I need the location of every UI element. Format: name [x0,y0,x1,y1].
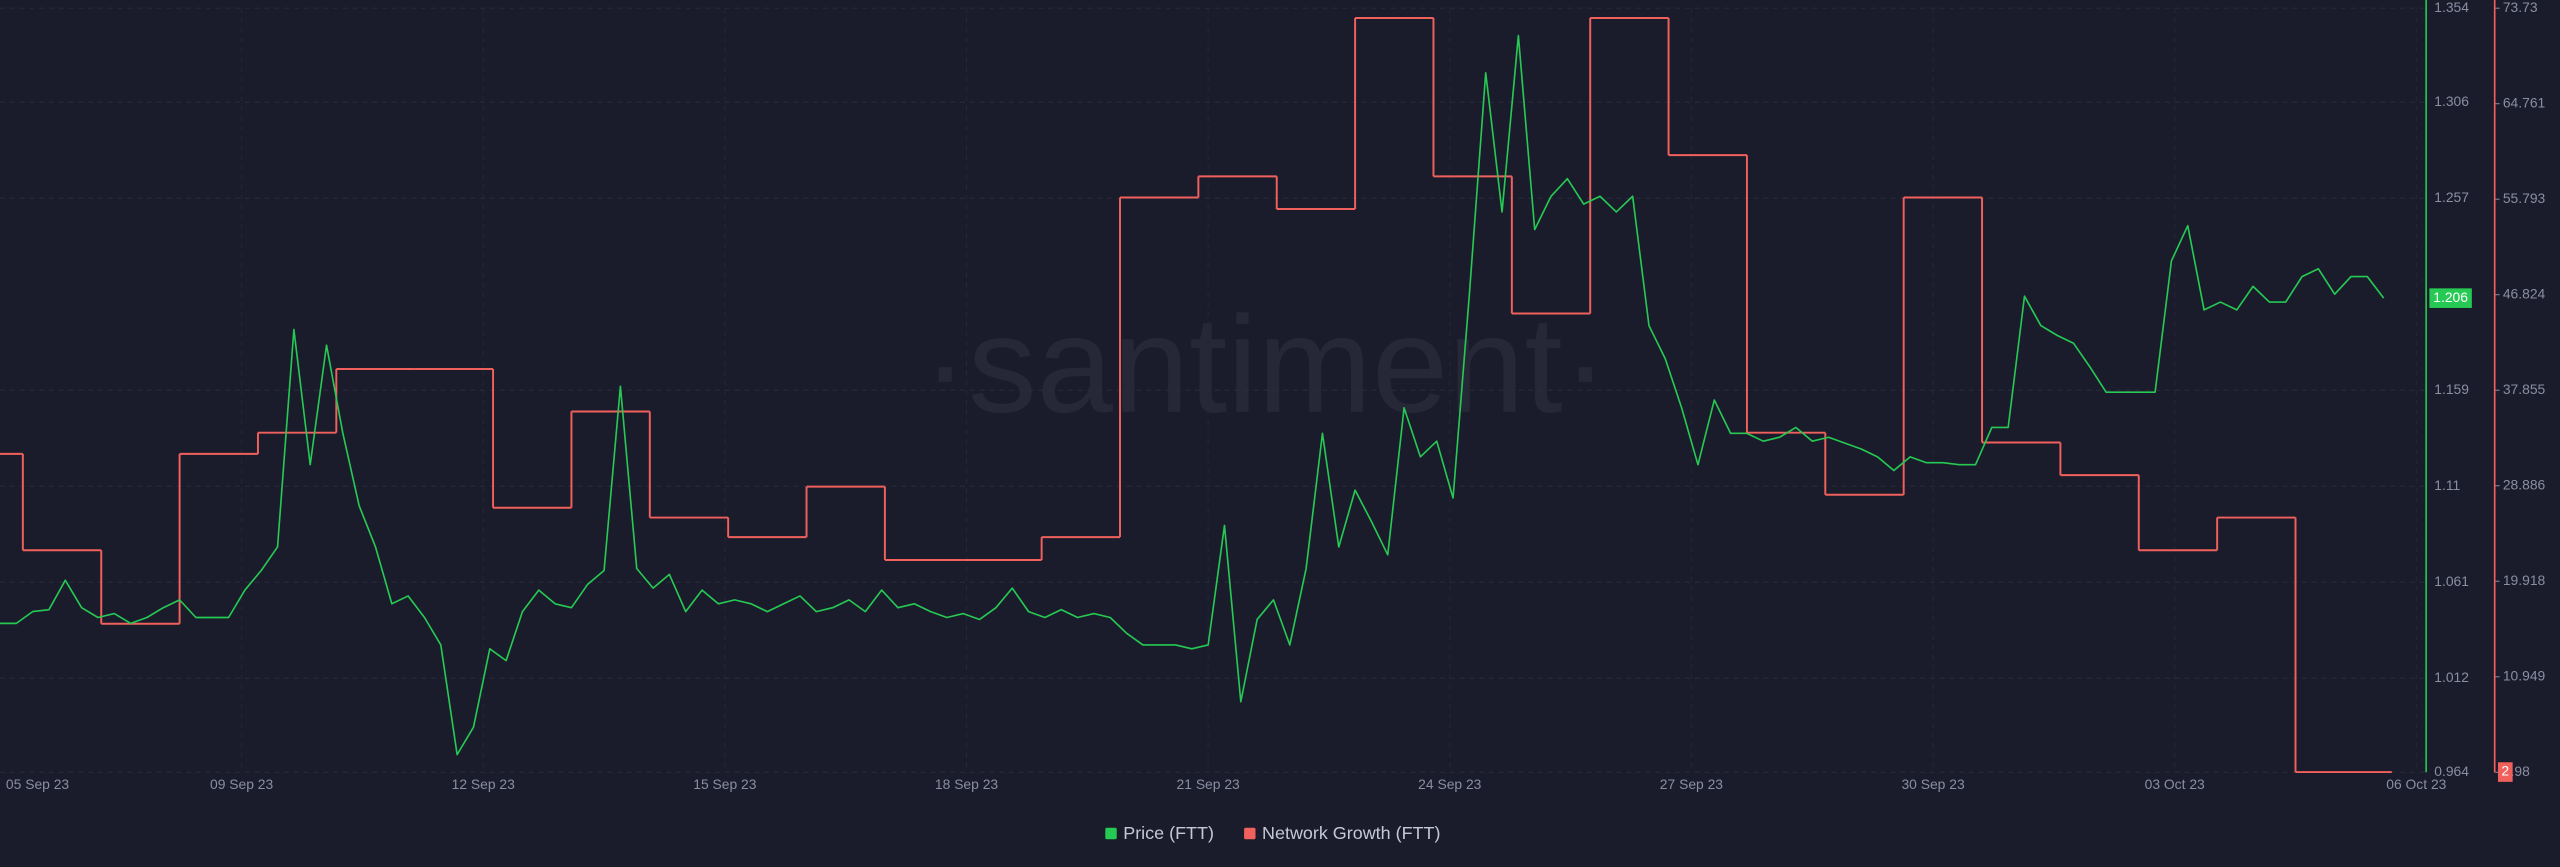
x-tick-label: 06 Oct 23 [2386,776,2446,792]
x-tick-label: 18 Sep 23 [935,776,998,792]
x-tick-label: 15 Sep 23 [693,776,756,792]
y-tick-label: 1.306 [2434,93,2469,109]
y2-tick-label: 55.793 [2503,190,2546,206]
y2-tick-label: 10.949 [2503,667,2546,683]
y2-tick-label: 46.824 [2503,285,2546,301]
x-tick-label: 09 Sep 23 [210,776,273,792]
x-tick-label: 27 Sep 23 [1660,776,1723,792]
legend-label: Price (FTT) [1123,823,1214,843]
y-tick-label: 1.012 [2434,669,2469,685]
x-tick-label: 05 Sep 23 [6,776,69,792]
y2-tick-label: 37.855 [2503,381,2546,397]
y-tick-label: 1.257 [2434,189,2469,205]
x-tick-label: 03 Oct 23 [2145,776,2205,792]
current-value-tag [2497,762,2513,782]
y-tick-label: 1.11 [2434,477,2460,493]
y2-tick-label: 28.886 [2503,476,2546,492]
legend-swatch [1244,827,1256,840]
current-value-label: 2 [2501,763,2509,779]
x-tick-label: 24 Sep 23 [1418,776,1481,792]
current-value-tag [2429,288,2472,308]
watermark: ·santiment· [922,289,1608,442]
legend-label: Network Growth (FTT) [1262,823,1440,843]
current-value-label: 1.206 [2433,289,2468,305]
y-tick-label: 0.964 [2434,763,2469,779]
legend-swatch [1105,827,1117,840]
y-tick-label: 1.061 [2434,573,2469,589]
y-tick-label: 1.354 [2434,0,2469,15]
price-line [0,34,2385,756]
y-tick-label: 1.159 [2434,381,2469,397]
y2-tick-label: 64.761 [2503,94,2546,110]
x-tick-label: 12 Sep 23 [452,776,515,792]
y2-tick-label: 73.73 [2503,0,2538,15]
x-tick-label: 30 Sep 23 [1901,776,1964,792]
x-tick-label: 21 Sep 23 [1177,776,1240,792]
y2-tick-label: 19.918 [2503,572,2546,588]
